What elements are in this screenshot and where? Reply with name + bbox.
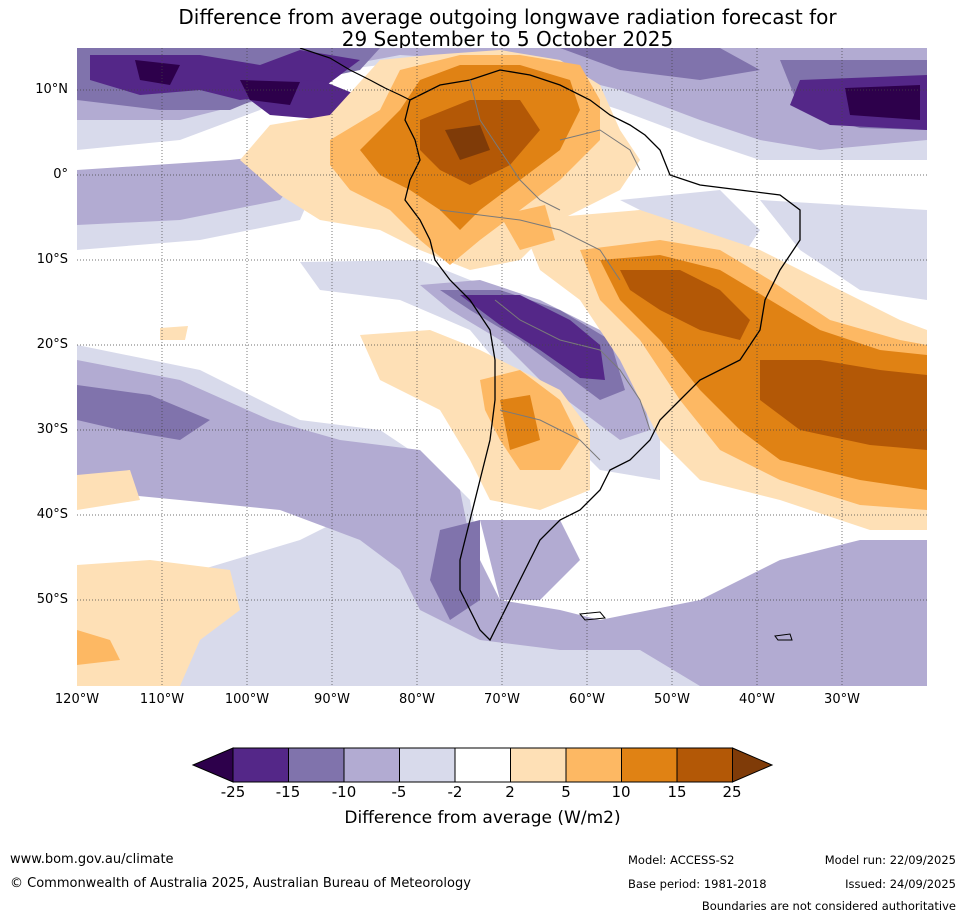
lat-label: 30°S bbox=[36, 422, 68, 437]
colorbar-segment bbox=[232, 747, 289, 783]
colorbar bbox=[191, 747, 774, 783]
islands bbox=[579, 611, 793, 641]
lon-label: 60°W bbox=[569, 692, 605, 707]
disclaimer-text: Boundaries are not considered authoritat… bbox=[701, 899, 956, 913]
lon-label: 30°W bbox=[824, 692, 860, 707]
colorbar-tick-label: -10 bbox=[331, 783, 357, 801]
lon-label: 90°W bbox=[314, 692, 350, 707]
south-america-coastline bbox=[404, 69, 801, 642]
graticule bbox=[77, 48, 927, 686]
model-text: Model: ACCESS-S2 bbox=[628, 853, 735, 867]
colorbar-tick-label: -5 bbox=[391, 783, 407, 801]
lat-label: 50°S bbox=[36, 592, 68, 607]
copyright-text: © Commonwealth of Australia 2025, Austra… bbox=[10, 876, 471, 891]
title-line-1: Difference from average outgoing longwav… bbox=[178, 5, 837, 29]
colorbar-segment bbox=[454, 747, 511, 783]
colorbar-segment bbox=[399, 747, 456, 783]
colorbar-tick-label: -2 bbox=[447, 783, 463, 801]
colorbar-tick-label: 10 bbox=[611, 783, 631, 801]
central-america-coastline bbox=[299, 48, 411, 101]
colorbar-segment-under bbox=[191, 747, 234, 783]
colorbar-segment bbox=[288, 747, 345, 783]
model-run-text: Model run: 22/09/2025 bbox=[824, 853, 956, 867]
colorbar-tick-label: 2 bbox=[505, 783, 515, 801]
colorbar-tick-label: 25 bbox=[722, 783, 742, 801]
colorbar-tick-label: -15 bbox=[275, 783, 301, 801]
colorbar-segment bbox=[676, 747, 733, 783]
colorbar-segment-over bbox=[732, 747, 774, 783]
country-borders bbox=[439, 79, 651, 461]
website-link[interactable]: www.bom.gov.au/climate bbox=[10, 852, 174, 867]
base-period-text: Base period: 1981-2018 bbox=[628, 877, 767, 891]
lon-label: 110°W bbox=[139, 692, 185, 707]
anomaly-fill-darkest-orange bbox=[445, 125, 490, 160]
lat-label: 10°S bbox=[36, 252, 68, 267]
colorbar-segment bbox=[621, 747, 678, 783]
colorbar-tick-label: 15 bbox=[667, 783, 687, 801]
lat-label: 0° bbox=[53, 167, 68, 182]
anomaly-fill-darkest-purple bbox=[135, 60, 920, 120]
colorbar-segment bbox=[343, 747, 400, 783]
lon-label: 70°W bbox=[484, 692, 520, 707]
issued-text: Issued: 24/09/2025 bbox=[845, 877, 956, 891]
lon-label: 120°W bbox=[54, 692, 100, 707]
lat-label: 20°S bbox=[36, 337, 68, 352]
colorbar-segment bbox=[510, 747, 567, 783]
colorbar-tick-label: -25 bbox=[220, 783, 246, 801]
lon-label: 100°W bbox=[224, 692, 270, 707]
colorbar-tick-label: 5 bbox=[561, 783, 571, 801]
colorbar-segment bbox=[565, 747, 622, 783]
lat-label: 40°S bbox=[36, 507, 68, 522]
lat-label: 10°N bbox=[35, 82, 68, 97]
title-line-2: 29 September to 5 October 2025 bbox=[341, 27, 674, 51]
lon-label: 50°W bbox=[654, 692, 690, 707]
colorbar-title: Difference from average (W/m2) bbox=[344, 808, 621, 828]
lon-label: 80°W bbox=[399, 692, 435, 707]
lon-label: 40°W bbox=[739, 692, 775, 707]
